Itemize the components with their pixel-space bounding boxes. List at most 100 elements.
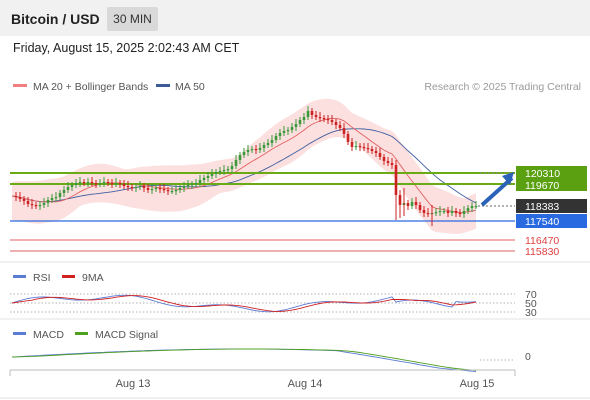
- candle-body: [258, 148, 262, 150]
- candle-body: [242, 152, 246, 155]
- candle-body: [126, 186, 130, 188]
- header-bar: Bitcoin / USD 30 MIN: [0, 0, 590, 36]
- candle-body: [422, 210, 426, 213]
- rsi-label-70: 70: [525, 289, 537, 301]
- rsi-label-50: 50: [525, 298, 537, 310]
- candle-body: [170, 191, 174, 193]
- macd-signal-legend-label: MACD Signal: [95, 329, 158, 341]
- candlesticks: [14, 106, 478, 226]
- forecast-arrow-shaft: [480, 176, 514, 207]
- candle-body: [54, 197, 58, 199]
- candle-body: [94, 183, 98, 185]
- candle-body: [154, 188, 158, 190]
- candle-body: [130, 187, 134, 189]
- price-label-s2: 115830: [525, 246, 559, 258]
- last-price-tag: [516, 199, 587, 213]
- candle-body: [62, 190, 66, 193]
- candle-body: [326, 119, 330, 121]
- candle-body: [110, 183, 114, 185]
- candle-body: [230, 166, 234, 169]
- rsi-legend-swatch: [13, 275, 26, 278]
- candle-body: [190, 184, 194, 186]
- candle-body: [298, 120, 302, 124]
- candle-body: [90, 182, 94, 184]
- candle-body: [138, 186, 142, 188]
- ma50-legend-swatch: [156, 84, 170, 87]
- candle-body: [462, 211, 466, 214]
- candle-body: [450, 211, 454, 213]
- candle-body: [222, 170, 226, 172]
- candle-body: [214, 172, 218, 174]
- ma20-legend-label: MA 20 + Bollinger Bands: [33, 81, 148, 93]
- candle-body: [374, 151, 378, 153]
- candle-body: [58, 193, 62, 197]
- candle-body: [254, 149, 258, 151]
- candle-body: [162, 189, 166, 191]
- candle-body: [158, 188, 162, 190]
- rsi-line: [11, 294, 477, 313]
- x-axis-label-aug13: Aug 13: [116, 378, 151, 390]
- candle-body: [466, 208, 470, 211]
- candle-body: [86, 182, 90, 184]
- ma20-line: [11, 117, 477, 213]
- candle-body: [442, 211, 446, 213]
- macd-signal-legend-swatch: [75, 332, 88, 335]
- candle-body: [206, 176, 210, 178]
- candle-body: [34, 205, 38, 207]
- resistance-tag: [516, 166, 587, 191]
- candle-body: [434, 212, 438, 214]
- candle-body: [22, 199, 26, 201]
- candle-body: [238, 155, 242, 160]
- candle-body: [350, 142, 354, 147]
- candle-body: [18, 197, 22, 199]
- price-label-r1: 119670: [525, 180, 559, 192]
- candle-body: [194, 183, 198, 185]
- timestamp: Friday, August 15, 2025 2:02:43 AM CET: [13, 41, 240, 55]
- copyright-text: Research © 2025 Trading Central: [424, 81, 581, 93]
- candle-body: [474, 206, 478, 208]
- candle-body: [102, 182, 106, 184]
- candle-body: [66, 187, 70, 190]
- candle-body: [226, 169, 230, 171]
- candle-body: [30, 204, 34, 206]
- candle-body: [358, 146, 362, 148]
- ma50-legend-label: MA 50: [175, 81, 205, 93]
- candle-body: [46, 200, 50, 203]
- rsi-ma-legend-swatch: [62, 275, 75, 278]
- candle-body: [82, 182, 86, 184]
- candle-body: [282, 131, 286, 133]
- candle-body: [454, 211, 458, 213]
- candle-body: [218, 171, 222, 173]
- rsi-ma-legend-label: 9MA: [82, 272, 104, 284]
- candle-body: [122, 184, 126, 186]
- candle-body: [334, 122, 338, 125]
- candle-body: [314, 115, 318, 117]
- macd-legend-label: MACD: [33, 329, 64, 341]
- candle-body: [38, 205, 42, 207]
- candle-body: [198, 180, 202, 183]
- candle-body: [14, 196, 18, 198]
- candle-body: [114, 183, 118, 185]
- candle-body: [458, 213, 462, 215]
- ma20-legend-swatch: [13, 84, 27, 87]
- x-axis-label-aug15: Aug 15: [460, 378, 495, 390]
- macd-lines: [11, 348, 477, 372]
- candle-body: [438, 211, 442, 213]
- x-axis-label-aug14: Aug 14: [288, 378, 323, 390]
- candle-body: [378, 153, 382, 157]
- candle-body: [146, 188, 150, 190]
- price-label-r2: 120310: [525, 168, 560, 180]
- candle-body: [174, 190, 178, 192]
- price-label-pivot: 117540: [525, 216, 559, 228]
- candle-body: [302, 117, 306, 120]
- candle-body: [26, 201, 30, 204]
- candle-body: [234, 160, 238, 166]
- candle-body: [134, 187, 138, 189]
- timeframe-badge[interactable]: 30 MIN: [107, 7, 158, 31]
- candle-body: [250, 149, 254, 151]
- candle-body: [50, 198, 54, 200]
- candle-body: [286, 130, 290, 132]
- price-label-s1: 116470: [525, 235, 559, 247]
- candle-body: [266, 143, 270, 145]
